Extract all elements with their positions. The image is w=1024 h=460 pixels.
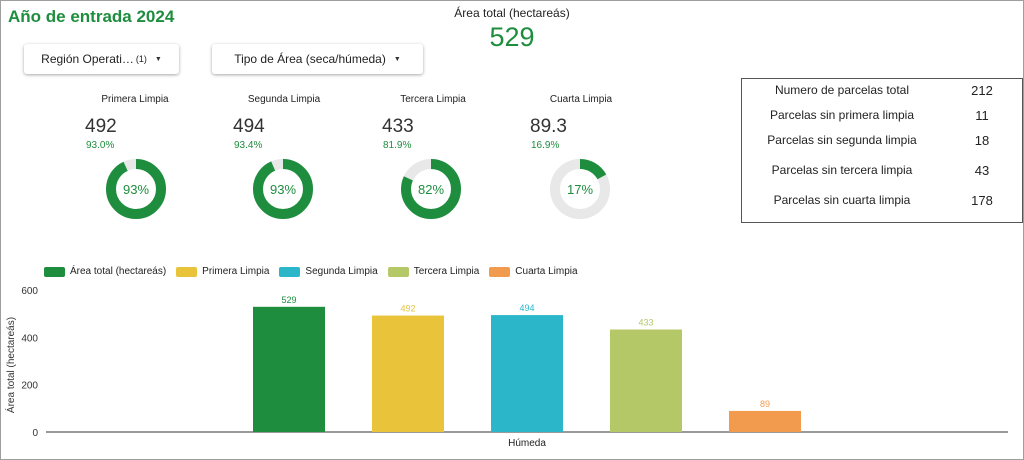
summary-value: 11 bbox=[975, 108, 989, 123]
gauge-value: 494 bbox=[233, 116, 265, 137]
gauge-value: 492 bbox=[85, 116, 117, 137]
gauge-value: 433 bbox=[382, 116, 414, 137]
donut-chart: 93% bbox=[253, 159, 313, 219]
bar-value-label: 89 bbox=[760, 399, 770, 409]
bar-1 bbox=[253, 306, 325, 432]
y-tick-label: 200 bbox=[21, 381, 38, 392]
region-filter-label: Región Operati… bbox=[41, 52, 134, 66]
summary-value: 18 bbox=[974, 133, 990, 148]
legend-label: Primera Limpia bbox=[202, 266, 270, 277]
summary-label: Parcelas sin primera limpia bbox=[769, 108, 915, 122]
summary-value: 43 bbox=[974, 163, 990, 178]
legend-swatch bbox=[44, 266, 65, 277]
parcel-summary-table: Numero de parcelas total 212 Parcelas si… bbox=[741, 78, 1023, 223]
donut-label: 93% bbox=[270, 182, 296, 197]
total-area-label: Área total (hectareás) bbox=[454, 6, 570, 20]
gauge-value: 89.3 bbox=[530, 116, 567, 137]
region-filter-count: (1) bbox=[135, 54, 147, 64]
gauge-title: Cuarta Limpia bbox=[549, 94, 613, 105]
x-category-label: Húmeda bbox=[508, 438, 546, 449]
donut-chart: 82% bbox=[401, 159, 461, 219]
chart-legend: Área total (hectareás) Primera Limpia Se… bbox=[44, 266, 588, 277]
donut-arc bbox=[550, 159, 610, 219]
area-type-filter-label: Tipo de Área (seca/húmeda) bbox=[234, 52, 386, 66]
area-type-filter-dropdown[interactable]: Tipo de Área (seca/húmeda) ▼ bbox=[212, 44, 423, 74]
gauge-percent: 81.9% bbox=[383, 140, 412, 151]
donut-arc bbox=[401, 159, 461, 219]
bar-value-label: 433 bbox=[638, 318, 653, 328]
legend-item-tercera-limpia[interactable]: Tercera Limpia bbox=[387, 266, 480, 277]
donut-label: 82% bbox=[418, 182, 444, 197]
page-title: Año de entrada 2024 bbox=[8, 7, 175, 26]
summary-row: Parcelas sin tercera limpia 43 bbox=[742, 163, 1022, 183]
legend-swatch bbox=[387, 266, 409, 277]
gauge-percent: 93.0% bbox=[86, 140, 115, 151]
legend-label: Cuarta Limpia bbox=[515, 266, 578, 277]
y-tick-label: 600 bbox=[21, 286, 38, 297]
bar-4 bbox=[610, 329, 682, 432]
bar-value-label: 494 bbox=[519, 303, 534, 313]
legend-swatch bbox=[279, 266, 301, 277]
gauge-segunda-limpia[interactable]: Segunda Limpia 494 93.4% 93% bbox=[219, 92, 349, 222]
gauge-tercera-limpia[interactable]: Tercera Limpia 433 81.9% 82% bbox=[368, 92, 498, 222]
bar-value-label: 529 bbox=[281, 295, 296, 305]
donut-chart: 17% bbox=[550, 159, 610, 219]
region-filter-dropdown[interactable]: Región Operati… (1) ▼ bbox=[24, 44, 179, 74]
y-tick-label: 400 bbox=[21, 333, 38, 344]
gauge-primera-limpia[interactable]: Primera Limpia 492 93.0% 93% bbox=[70, 92, 200, 222]
summary-value: 212 bbox=[971, 83, 993, 98]
gauge-title: Segunda Limpia bbox=[247, 94, 321, 105]
summary-label: Parcelas sin tercera limpia bbox=[771, 163, 913, 177]
legend-label: Tercera Limpia bbox=[413, 266, 480, 277]
legend-item-cuarta-limpia[interactable]: Cuarta Limpia bbox=[489, 266, 578, 277]
total-area-value: 529 bbox=[489, 22, 535, 52]
summary-label: Parcelas sin segunda limpia bbox=[767, 133, 917, 147]
summary-label: Numero de parcelas total bbox=[774, 83, 910, 97]
caret-down-icon: ▼ bbox=[393, 55, 401, 63]
bar-5 bbox=[729, 410, 801, 432]
y-tick-label: 0 bbox=[32, 428, 38, 439]
y-axis-title: Área total (hectareás) bbox=[4, 317, 17, 413]
donut-label: 93% bbox=[123, 182, 149, 197]
gauge-percent: 93.4% bbox=[234, 140, 263, 151]
legend-swatch bbox=[176, 266, 198, 277]
legend-item-area-total[interactable]: Área total (hectareás) bbox=[44, 266, 166, 277]
legend-swatch bbox=[489, 266, 511, 277]
summary-label: Parcelas sin cuarta limpia bbox=[773, 193, 911, 207]
donut-arc bbox=[253, 159, 313, 219]
bar-value-label: 492 bbox=[400, 304, 415, 314]
bar-chart: 0 200 400 600 Área total (hectareás) 529 492 49… bbox=[4, 286, 1008, 449]
bar-3 bbox=[491, 315, 563, 432]
donut-label: 17% bbox=[567, 182, 593, 197]
summary-row: Parcelas sin primera limpia 11 bbox=[742, 108, 1022, 128]
legend-item-primera-limpia[interactable]: Primera Limpia bbox=[176, 266, 269, 277]
legend-item-segunda-limpia[interactable]: Segunda Limpia bbox=[279, 266, 378, 277]
caret-down-icon: ▼ bbox=[154, 55, 162, 63]
summary-row: Parcelas sin segunda limpia 18 bbox=[742, 133, 1022, 153]
legend-label: Segunda Limpia bbox=[305, 266, 378, 277]
donut-chart: 93% bbox=[106, 159, 166, 219]
bar-2 bbox=[372, 315, 444, 432]
gauge-title: Primera Limpia bbox=[101, 94, 169, 105]
gauge-title: Tercera Limpia bbox=[400, 94, 466, 105]
summary-value: 178 bbox=[971, 193, 993, 208]
summary-row: Numero de parcelas total 212 bbox=[742, 83, 1022, 103]
summary-row: Parcelas sin cuarta limpia 178 bbox=[742, 193, 1022, 213]
donut-arc bbox=[106, 159, 166, 219]
legend-label: Área total (hectareás) bbox=[70, 266, 167, 277]
gauge-cuarta-limpia[interactable]: Cuarta Limpia 89.3 16.9% 17% bbox=[516, 92, 646, 222]
gauge-percent: 16.9% bbox=[531, 140, 560, 151]
